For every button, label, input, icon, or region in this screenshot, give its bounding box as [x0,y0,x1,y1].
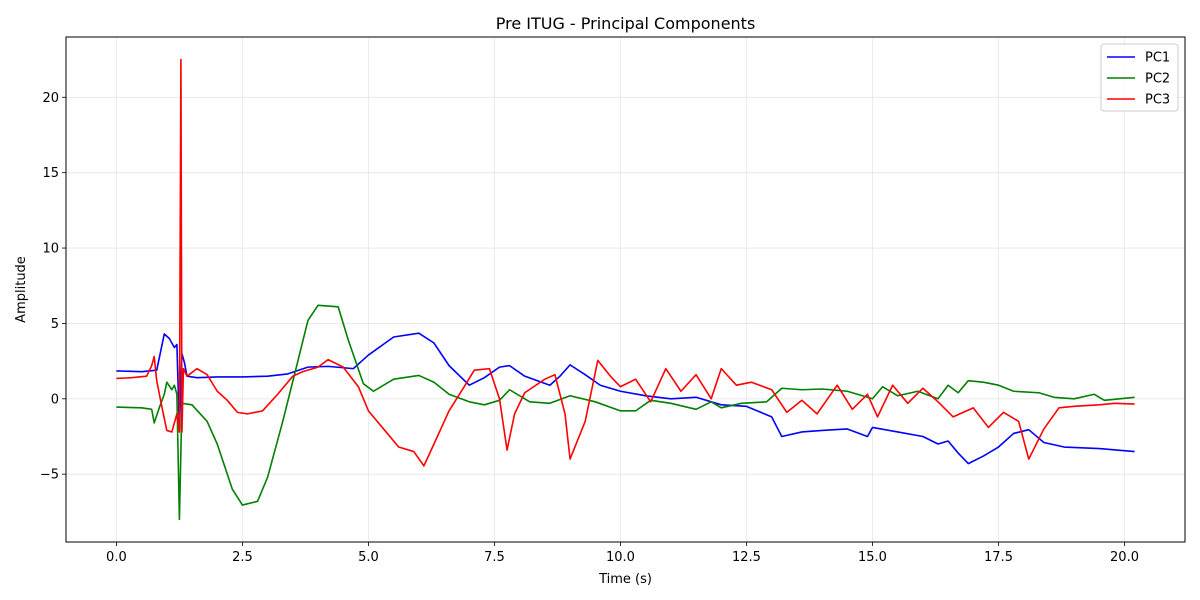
x-tick-label: 12.5 [732,550,761,565]
legend-label-pc1: PC1 [1145,51,1170,66]
legend-label-pc3: PC3 [1145,93,1170,108]
y-tick-label: 5 [51,317,59,332]
series-line-pc2 [116,304,1135,521]
series-line-pc3 [116,58,1135,467]
chart-title: Pre ITUG - Principal Components [496,14,756,33]
legend: PC1 PC2 PC3 [1100,43,1179,112]
x-tick-label: 15.0 [858,550,887,565]
x-tick-label: 7.5 [484,550,505,565]
y-tick-label: 15 [42,166,59,181]
x-tick-label: 5.0 [358,550,379,565]
legend-label-pc2: PC2 [1145,72,1170,87]
x-tick-label: 20.0 [1110,550,1139,565]
x-tick-label: 17.5 [984,550,1013,565]
y-tick-label: −5 [40,468,59,483]
legend-box [1100,43,1179,112]
y-axis-label: Amplitude [14,256,29,323]
x-tick-label: 0.0 [106,550,127,565]
plot-frame [65,36,1186,543]
x-tick-label: 10.0 [606,550,635,565]
x-tick-label: 2.5 [232,550,253,565]
y-tick-label: 20 [42,91,59,106]
series-layer [116,58,1135,521]
axis-ticks: 0.0 2.5 5.0 7.5 10.0 12.5 15.0 17.5 20.0 −5 0 5 10 15… [40,91,1139,565]
y-tick-label: 0 [51,392,59,407]
grid [66,37,1185,542]
y-tick-label: 10 [42,242,59,257]
x-axis-label: Time (s) [598,572,652,587]
